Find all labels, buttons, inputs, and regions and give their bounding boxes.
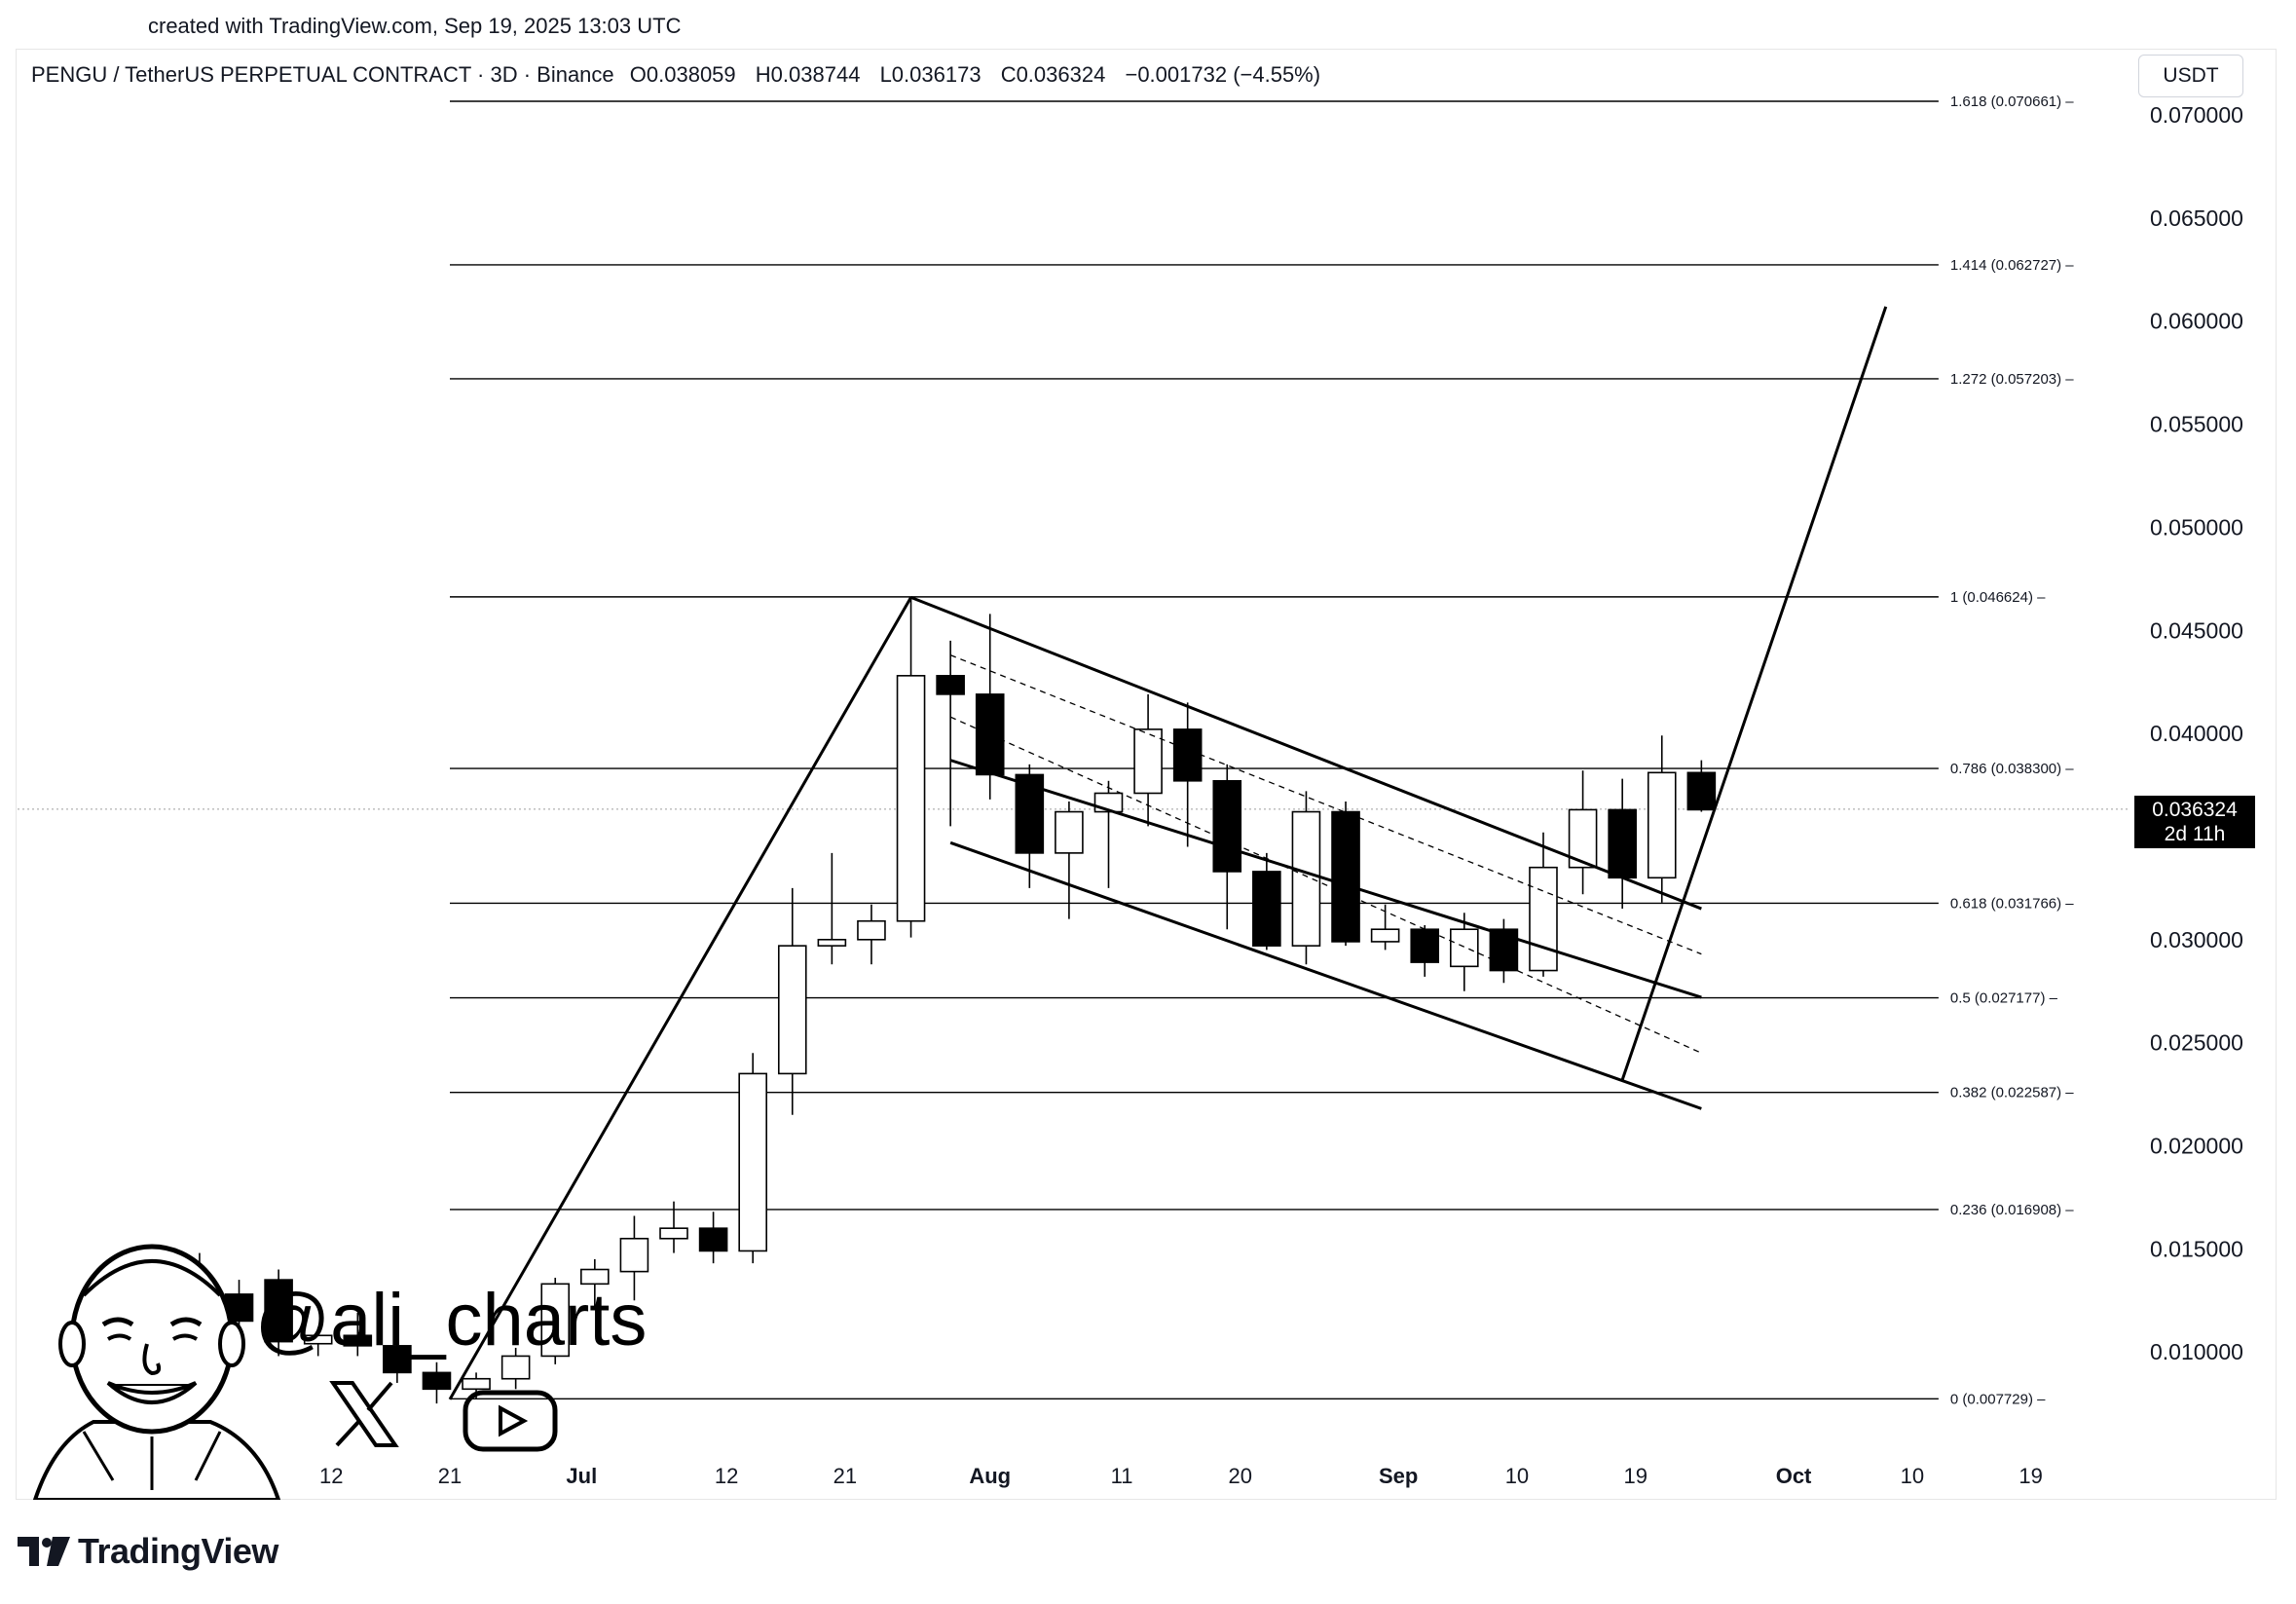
x-tick-label: 21	[438, 1464, 462, 1488]
currency-unit-button[interactable]: USDT	[2138, 55, 2243, 97]
x-tick-label: 12	[715, 1464, 738, 1488]
candle-body	[462, 1377, 491, 1391]
x-tick-label: 19	[1623, 1464, 1647, 1488]
portrait-avatar	[32, 1244, 281, 1500]
y-tick-label: 0.055000	[2150, 412, 2243, 437]
fib-level-label: 0.5 (0.027177) –	[1950, 990, 2058, 1007]
candle-body	[1212, 779, 1242, 873]
open-value: O0.038059	[629, 62, 736, 87]
symbol-name[interactable]: PENGU / TetherUS PERPETUAL CONTRACT · 3D…	[31, 62, 614, 87]
candle-body	[303, 1334, 333, 1345]
trendline	[448, 596, 912, 1400]
candle-body	[500, 1355, 531, 1380]
candle-body	[1686, 771, 1717, 811]
candle-body	[817, 938, 847, 947]
fib-level-label: 0 (0.007729) –	[1950, 1391, 2046, 1407]
fib-level-label: 1.414 (0.062727) –	[1950, 257, 2074, 274]
x-tick-label: 10	[1901, 1464, 1924, 1488]
candle-body	[659, 1227, 688, 1240]
change-value: −0.001732 (−4.55%)	[1125, 62, 1321, 87]
candle-body	[896, 675, 926, 922]
tradingview-logo-text: TradingView	[78, 1531, 278, 1571]
trendline	[949, 759, 1702, 999]
tradingview-logo-icon	[18, 1537, 70, 1566]
youtube-icon	[463, 1390, 558, 1452]
candle-body	[540, 1283, 571, 1358]
x-tick-label: Oct	[1776, 1464, 1812, 1488]
fib-level-label: 1.618 (0.070661) –	[1950, 93, 2074, 110]
trendline	[910, 595, 1702, 911]
trendline	[949, 840, 1702, 1110]
x-tick-label: Jul	[566, 1464, 597, 1488]
candle-body	[1291, 810, 1321, 947]
y-tick-label: 0.070000	[2150, 102, 2243, 128]
x-tick-label: Sep	[1379, 1464, 1418, 1488]
fib-level-label: 0.786 (0.038300) –	[1950, 761, 2074, 777]
candle-body	[1529, 866, 1558, 972]
candle-body	[777, 945, 807, 1075]
watermark-handle: @ali_charts	[255, 1279, 648, 1362]
candle-body	[1252, 871, 1281, 947]
channel-midline-dashed	[949, 654, 1702, 955]
x-tick-label: 11	[1111, 1464, 1133, 1488]
candle-body	[264, 1279, 293, 1343]
y-tick-label: 0.045000	[2150, 617, 2243, 643]
y-tick-label: 0.065000	[2150, 205, 2243, 231]
fib-level-label: 1 (0.046624) –	[1950, 589, 2046, 606]
candle-body	[1647, 771, 1677, 879]
candle-countdown: 2d 11h	[2164, 823, 2226, 845]
tradingview-logo[interactable]: TradingView	[18, 1529, 278, 1574]
y-tick-label: 0.060000	[2150, 309, 2243, 334]
y-tick-label: 0.040000	[2150, 721, 2243, 746]
x-tick-label: 12	[319, 1464, 343, 1488]
candle-body	[580, 1268, 610, 1286]
low-value: L0.036173	[879, 62, 981, 87]
x-logo-icon	[329, 1381, 399, 1447]
x-tick-label: 19	[2018, 1464, 2042, 1488]
high-value: H0.038744	[755, 62, 861, 87]
y-tick-label: 0.020000	[2150, 1134, 2243, 1159]
fib-level-label: 0.382 (0.022587) –	[1950, 1085, 2074, 1101]
candle-body	[343, 1334, 373, 1347]
candle-body	[1172, 728, 1203, 782]
candle-body	[619, 1237, 649, 1273]
candle-body	[1410, 928, 1440, 963]
symbol-legend[interactable]: PENGU / TetherUS PERPETUAL CONTRACT · 3D…	[31, 62, 1334, 88]
candle-body	[383, 1345, 412, 1374]
candle-body	[1608, 808, 1637, 879]
candle-body	[1055, 810, 1084, 854]
created-with-text: created with TradingView.com, Sep 19, 20…	[148, 14, 682, 38]
candle-body	[936, 675, 965, 695]
candle-body	[1450, 928, 1479, 968]
x-tick-label: 20	[1229, 1464, 1252, 1488]
candle-body	[1331, 810, 1360, 943]
y-tick-label: 0.030000	[2150, 927, 2243, 952]
x-tick-label: 21	[833, 1464, 857, 1488]
y-tick-label: 0.010000	[2150, 1339, 2243, 1364]
candle-body	[738, 1072, 767, 1252]
current-price-value: 0.036324	[2152, 799, 2238, 821]
candle-body	[1370, 928, 1400, 943]
candle-body	[698, 1227, 728, 1252]
chart-frame	[16, 49, 2277, 1500]
current-price-tag: 0.036324 2d 11h	[2134, 796, 2255, 848]
channel-midline-dashed	[949, 716, 1702, 1054]
fib-level-label: 1.272 (0.057203) –	[1950, 371, 2074, 388]
fib-level-label: 0.236 (0.016908) –	[1950, 1202, 2074, 1218]
y-tick-label: 0.050000	[2150, 514, 2243, 540]
y-tick-label: 0.015000	[2150, 1236, 2243, 1261]
candle-body	[422, 1371, 452, 1391]
trendline	[1620, 306, 1888, 1081]
close-value: C0.036324	[1000, 62, 1106, 87]
candle-body	[857, 919, 886, 941]
fib-level-label: 0.618 (0.031766) –	[1950, 895, 2074, 912]
x-tick-label: Aug	[969, 1464, 1011, 1488]
candle-body	[1133, 728, 1163, 795]
y-tick-label: 0.025000	[2150, 1030, 2243, 1056]
x-tick-label: 10	[1505, 1464, 1529, 1488]
